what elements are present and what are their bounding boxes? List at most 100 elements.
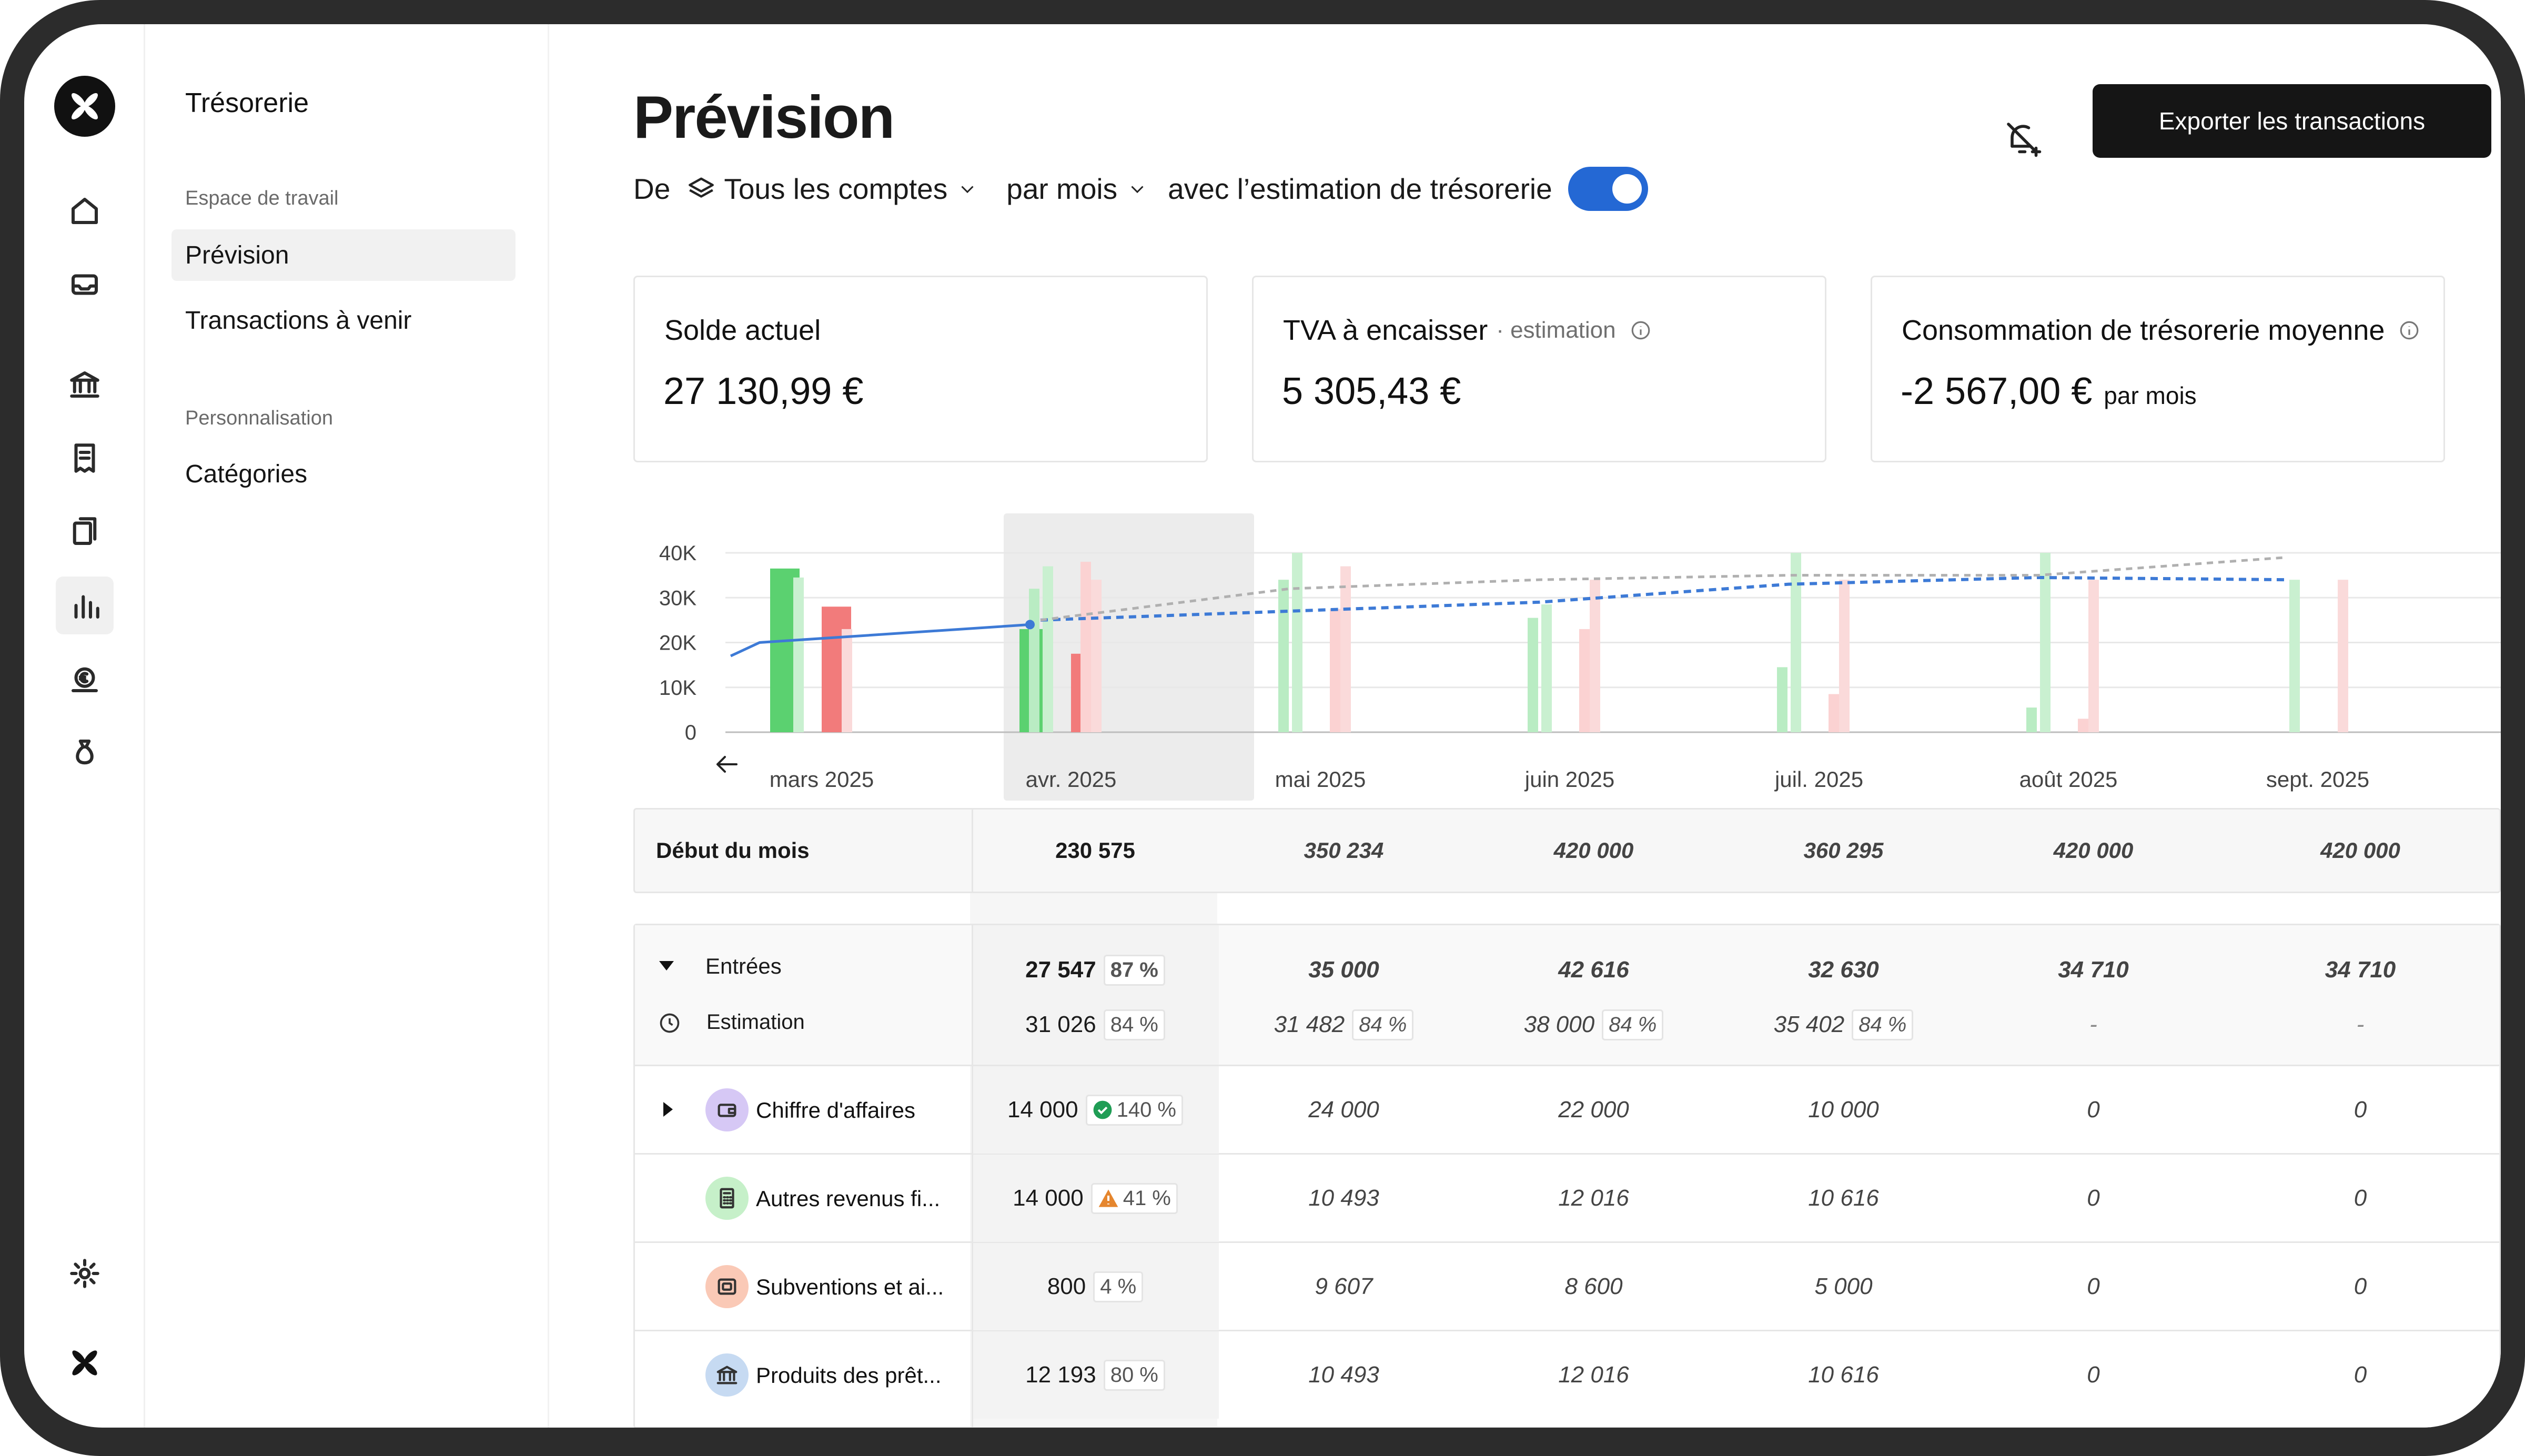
treasury-subnav: Trésorerie Espace de travail Prévision T… — [145, 24, 549, 1428]
settings-gear-icon[interactable] — [56, 1245, 114, 1302]
value-text: 10 493 — [1308, 1185, 1379, 1211]
card-current-balance: Solde actuel 27 130,99 € — [633, 276, 1208, 462]
chevron-down-icon[interactable] — [1128, 179, 1147, 198]
documents-icon[interactable] — [56, 503, 114, 561]
icon-rail — [24, 24, 145, 1428]
percent-badge: 84 % — [1103, 1009, 1165, 1040]
forecast-chart-icon[interactable] — [56, 577, 114, 634]
logo-icon[interactable] — [54, 76, 115, 137]
percent-badge: 140 % — [1085, 1094, 1183, 1126]
estimation-toggle[interactable] — [1568, 167, 1648, 211]
main-content: Prévision De Tous les comptes par mois a… — [549, 24, 2501, 1428]
category-row[interactable]: Subventions et ai... 800 4 % 9 607 8 600 5 00… — [635, 1243, 2499, 1331]
period-dropdown[interactable]: par mois — [1006, 173, 1118, 205]
value-text: 0 — [2354, 1185, 2367, 1211]
highlight-cell — [972, 1331, 1219, 1419]
value-text: 0 — [2087, 1185, 2100, 1211]
chevron-down-icon[interactable] — [958, 179, 977, 198]
page-title: Prévision — [633, 84, 895, 151]
filter-from-label: De — [633, 173, 671, 205]
chart-bar — [1829, 694, 1839, 732]
export-transactions-button[interactable]: Exporter les transactions — [2093, 84, 2491, 158]
value-text: 0 — [2354, 1362, 2367, 1388]
category-value: 14 000 140 % — [972, 1066, 1219, 1154]
chart-bar — [1091, 580, 1102, 732]
inbox-icon[interactable] — [56, 256, 114, 314]
category-row[interactable]: Produits des prêt... 12 193 80 % 10 493 12 0… — [635, 1331, 2499, 1420]
start-of-month-row: Début du mois 230 575 350 234 420 000 360 29… — [633, 808, 2501, 893]
category-row[interactable]: Chiffre d'affaires 14 000 140 % 24 000 22 00… — [635, 1066, 2499, 1155]
card-vat: TVA à encaisser · estimation 5 305,43 € — [1252, 276, 1826, 462]
row-label: Début du mois — [656, 838, 810, 863]
card-label: TVA à encaisser — [1283, 315, 1488, 346]
divider — [972, 1066, 973, 1154]
value-text: 22 000 — [1558, 1097, 1629, 1123]
percent-badge: 87 % — [1103, 954, 1165, 986]
value-text: 0 — [2087, 1362, 2100, 1388]
euro-payment-icon[interactable] — [56, 650, 114, 708]
category-label: Chiffre d'affaires — [756, 1098, 915, 1123]
divider — [972, 1155, 973, 1242]
category-value: 0 — [1968, 1155, 2218, 1242]
balance-forecast-line — [1040, 575, 2288, 622]
value-text: 10 616 — [1808, 1362, 1879, 1388]
highlighted-month-band — [1004, 513, 1254, 801]
chart-bar — [2088, 580, 2099, 732]
bank-icon — [705, 1353, 749, 1397]
caret-right-icon[interactable] — [663, 1102, 673, 1117]
chart-bar — [2040, 553, 2051, 732]
accounts-dropdown[interactable]: Tous les comptes — [724, 173, 948, 205]
subnav-item-forecast[interactable]: Prévision — [171, 229, 516, 281]
category-value: 9 607 — [1219, 1243, 1469, 1330]
estimate-value: 31 482 84 % — [1219, 1006, 1469, 1043]
category-value: 10 000 — [1719, 1066, 1968, 1154]
y-tick-label: 30K — [659, 587, 696, 610]
x-tick-label: juin 2025 — [1524, 767, 1614, 792]
value-text: 14 000 — [1007, 1097, 1078, 1123]
info-icon[interactable] — [2398, 319, 2420, 341]
brand-mark-icon[interactable] — [56, 1334, 114, 1392]
value-text: 38 000 — [1523, 1012, 1595, 1037]
check-circle-icon — [1093, 1100, 1113, 1120]
chart-bar — [1528, 618, 1538, 732]
divider — [972, 1331, 973, 1419]
category-value: 0 — [2218, 1066, 2501, 1154]
estimate-value: - — [2218, 1006, 2501, 1043]
card-sublabel: · estimation — [1496, 317, 1616, 343]
value-text: 0 — [2087, 1273, 2100, 1299]
chart-bar — [1340, 566, 1351, 732]
calculator-icon — [705, 1177, 749, 1220]
money-bag-icon[interactable] — [56, 724, 114, 782]
value-text: 0 — [2087, 1097, 2100, 1123]
category-row[interactable]: Autres revenus fi... 14 000 41 % 10 493 12 0… — [635, 1155, 2499, 1243]
value-text: 31 026 — [1025, 1012, 1096, 1037]
divider — [972, 1243, 973, 1330]
category-value: 0 — [1968, 1331, 2218, 1419]
chart-bar — [1292, 553, 1302, 732]
subnav-item-upcoming-transactions[interactable]: Transactions à venir — [185, 306, 412, 335]
arrow-left-icon[interactable] — [716, 756, 738, 773]
home-icon[interactable] — [56, 182, 114, 240]
value-text: 14 000 — [1013, 1185, 1084, 1211]
highlight-cell — [972, 925, 1219, 1065]
estimate-value: 38 000 84 % — [1469, 1006, 1719, 1043]
y-tick-label: 10K — [659, 676, 696, 700]
value-text: 32 630 — [1808, 957, 1879, 983]
value-text: - — [2089, 1012, 2097, 1037]
invoice-icon[interactable] — [56, 429, 114, 487]
chart-bar — [1080, 562, 1091, 732]
start-value: 350 234 — [1304, 838, 1384, 863]
start-value: 420 000 — [2320, 838, 2400, 863]
value-text: 9 607 — [1315, 1273, 1373, 1299]
info-icon[interactable] — [1630, 319, 1652, 341]
card-unit: par mois — [2104, 382, 2197, 409]
percent-badge: 84 % — [1602, 1009, 1664, 1040]
category-value: 12 193 80 % — [972, 1331, 1219, 1419]
caret-down-icon[interactable] — [659, 961, 674, 970]
value-text: 8 600 — [1564, 1273, 1623, 1299]
value-text: 34 710 — [2325, 957, 2396, 983]
bank-icon[interactable] — [56, 356, 114, 413]
bell-add-icon[interactable] — [2001, 117, 2045, 161]
filter-bar: De Tous les comptes par mois avec l’esti… — [633, 165, 1648, 213]
subnav-item-categories[interactable]: Catégories — [185, 460, 308, 488]
